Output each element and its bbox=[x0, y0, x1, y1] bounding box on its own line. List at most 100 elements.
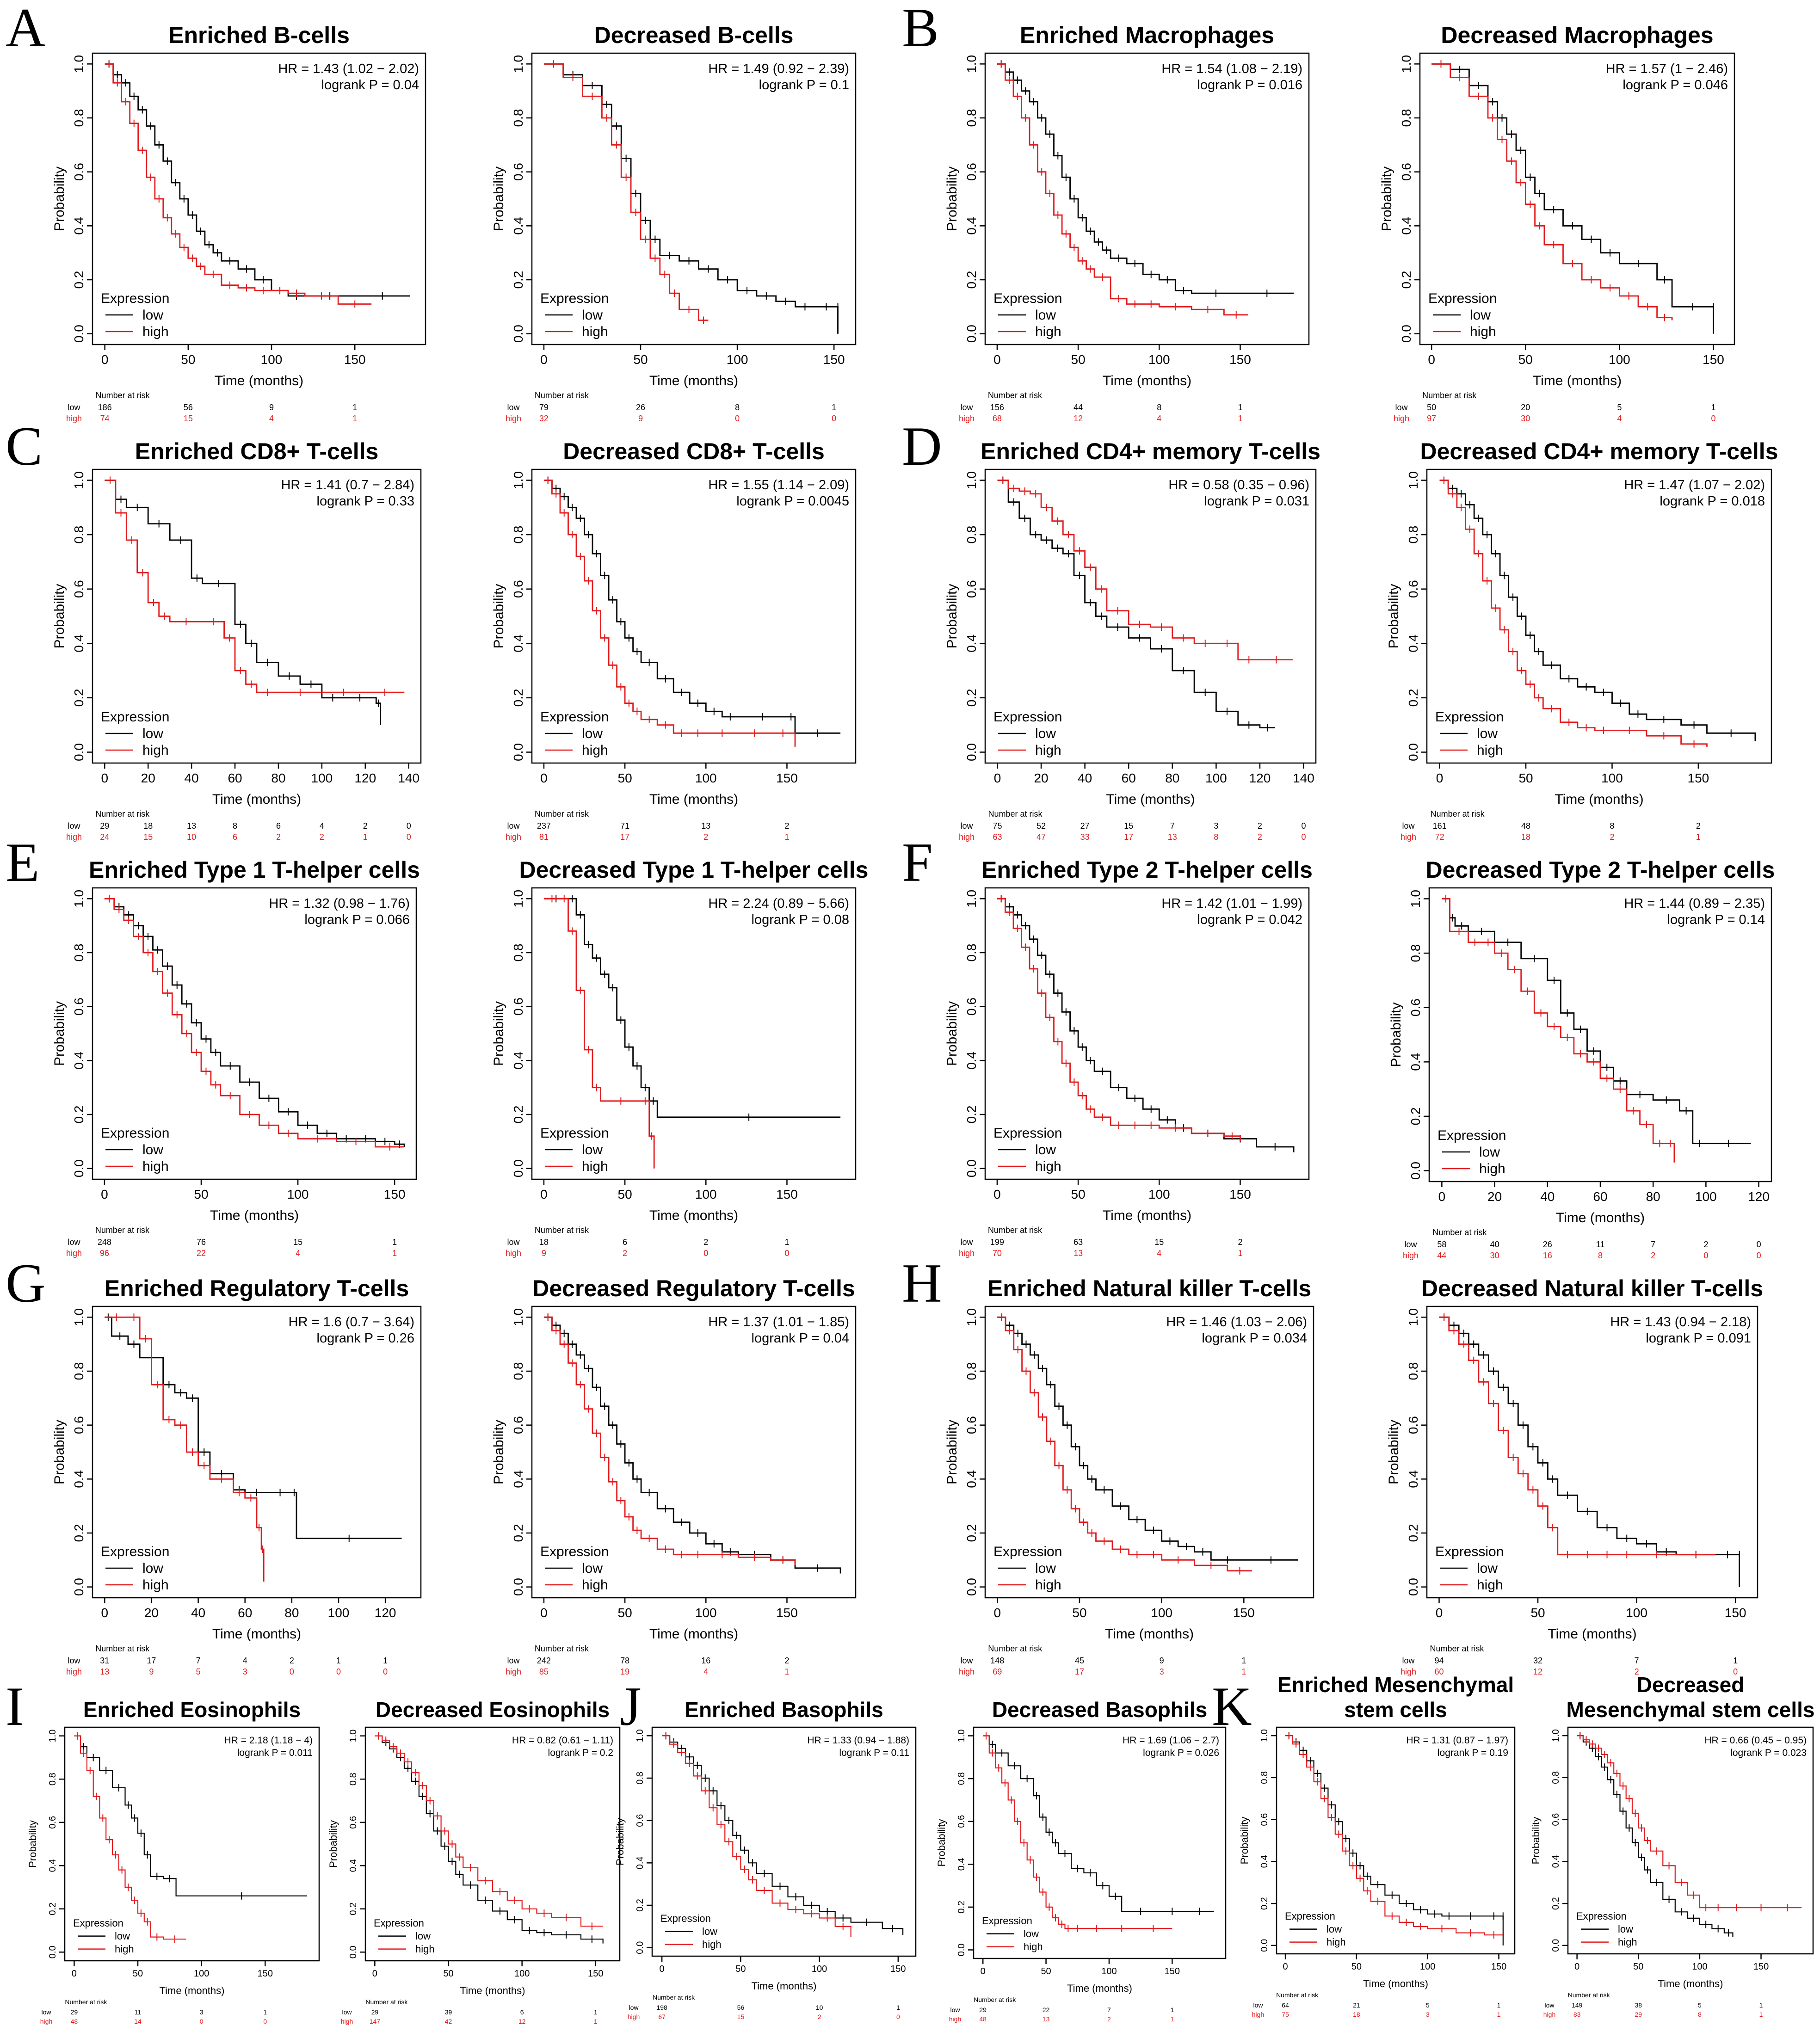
risk-value-high: 29 bbox=[1635, 2011, 1642, 2018]
panel-title: Decreased Regulatory T-cells bbox=[532, 1275, 855, 1301]
risk-row-label-high: high bbox=[1400, 1667, 1416, 1676]
panel-title: Enriched Eosinophils bbox=[83, 1698, 301, 1722]
risk-value-high: 30 bbox=[1521, 414, 1530, 423]
risk-value-high: 1 bbox=[1170, 2015, 1174, 2023]
km-panel-i1: Enriched Eosinophils 0.0 0.2 0.4 0.6 0.8 1.0 Pr… bbox=[27, 1698, 320, 2025]
x-tick-label: 0 bbox=[1438, 1189, 1446, 1204]
risk-value-low: 29 bbox=[100, 821, 109, 831]
x-axis-label: Time (months) bbox=[649, 373, 738, 388]
x-axis-label: Time (months) bbox=[1556, 1210, 1645, 1225]
legend-label-low: low bbox=[1326, 1923, 1342, 1935]
x-tick-label: 120 bbox=[354, 771, 376, 785]
hazard-ratio: HR = 1.47 (1.07 − 2.02) bbox=[1624, 478, 1765, 493]
x-tick-label: 0 bbox=[540, 771, 548, 785]
risk-table-title: Number at risk bbox=[988, 391, 1043, 400]
risk-table-title: Number at risk bbox=[535, 1225, 589, 1235]
km-panel-d2: Decreased CD4+ memory T-cells 0.0 0.2 0.4 0.… bbox=[1386, 438, 1778, 842]
logrank-p: logrank P = 0.018 bbox=[1660, 494, 1765, 509]
x-axis-label: Time (months) bbox=[1106, 792, 1195, 807]
risk-value-low: 56 bbox=[737, 2004, 745, 2011]
y-tick-label: 0.2 bbox=[511, 689, 525, 707]
y-tick-label: 1.0 bbox=[964, 1308, 979, 1326]
y-tick-label: 0.6 bbox=[964, 1416, 979, 1434]
risk-table-title: Number at risk bbox=[1422, 391, 1477, 400]
plot-frame bbox=[92, 1305, 422, 1599]
legend-title: Expression bbox=[1428, 291, 1497, 306]
risk-value-low: 3 bbox=[200, 2008, 204, 2016]
risk-value-high: 2 bbox=[703, 832, 708, 842]
y-tick-label: 0.4 bbox=[1408, 1053, 1423, 1071]
risk-row-label-low: low bbox=[1544, 2001, 1555, 2009]
y-tick-label: 0.0 bbox=[348, 1946, 358, 1958]
risk-value-high: 9 bbox=[542, 1249, 546, 1258]
y-tick-label: 0.6 bbox=[511, 163, 525, 181]
risk-value-low: 7 bbox=[1170, 821, 1175, 831]
x-tick-label: 100 bbox=[311, 771, 333, 785]
panel-title: Enriched CD8+ T-cells bbox=[135, 438, 379, 464]
legend-label-low: low bbox=[582, 308, 603, 323]
panel-letter-a: A bbox=[6, 0, 46, 58]
risk-value-low: 20 bbox=[1521, 403, 1530, 412]
hazard-ratio: HR = 0.82 (0.61 − 1.11) bbox=[512, 1735, 613, 1746]
y-tick-label: 1.0 bbox=[348, 1730, 358, 1742]
y-tick-label: 0.4 bbox=[1406, 634, 1420, 653]
risk-value-low: 58 bbox=[1437, 1240, 1446, 1249]
y-tick-label: 0.8 bbox=[72, 109, 86, 127]
risk-value-high: 2 bbox=[1107, 2015, 1111, 2023]
risk-row-label-low: low bbox=[1402, 1656, 1415, 1665]
risk-table-title: Number at risk bbox=[65, 1998, 107, 2006]
hazard-ratio: HR = 2.18 (1.18 − 4) bbox=[224, 1735, 313, 1746]
hazard-ratio: HR = 1.49 (0.92 − 2.39) bbox=[708, 62, 849, 76]
risk-value-high: 85 bbox=[539, 1667, 549, 1676]
risk-value-low: 32 bbox=[1533, 1656, 1542, 1665]
risk-value-low: 44 bbox=[1073, 403, 1083, 412]
survival-curve-low bbox=[662, 1735, 904, 1935]
risk-value-low: 161 bbox=[1433, 821, 1447, 831]
legend-title: Expression bbox=[1285, 1910, 1335, 1922]
x-tick-label: 20 bbox=[141, 771, 155, 785]
x-tick-label: 150 bbox=[1229, 352, 1251, 367]
y-tick-label: 0.6 bbox=[964, 580, 979, 598]
logrank-p: logrank P = 0.046 bbox=[1623, 78, 1728, 92]
hazard-ratio: HR = 0.58 (0.35 − 0.96) bbox=[1168, 478, 1309, 493]
survival-curve-high bbox=[543, 1316, 796, 1565]
x-tick-label: 100 bbox=[261, 352, 283, 367]
legend-title: Expression bbox=[101, 1126, 169, 1141]
risk-row-label-high: high bbox=[1252, 2011, 1264, 2018]
risk-value-high: 4 bbox=[269, 414, 274, 423]
x-axis-label: Time (months) bbox=[1658, 1978, 1723, 1989]
survival-curve-low bbox=[543, 1316, 841, 1574]
y-tick-label: 0.6 bbox=[511, 1416, 525, 1434]
risk-row-label-high: high bbox=[40, 2018, 52, 2025]
risk-value-low: 198 bbox=[656, 2004, 667, 2011]
risk-value-low: 5 bbox=[1698, 2001, 1702, 2009]
risk-table-title: Number at risk bbox=[535, 391, 589, 400]
risk-value-low: 2 bbox=[784, 821, 789, 831]
y-tick-label: 0.6 bbox=[1408, 998, 1423, 1016]
y-tick-label: 0.2 bbox=[964, 271, 979, 289]
risk-value-low: 1 bbox=[832, 403, 836, 412]
legend-label-high: high bbox=[1326, 1936, 1346, 1948]
logrank-p: logrank P = 0.04 bbox=[321, 78, 419, 92]
risk-value-high: 24 bbox=[100, 832, 109, 842]
panel-title: Decreased Natural killer T-cells bbox=[1421, 1275, 1763, 1301]
logrank-p: logrank P = 0.08 bbox=[752, 912, 849, 927]
risk-row-label-high: high bbox=[1543, 2011, 1555, 2018]
x-axis-label: Time (months) bbox=[1555, 792, 1643, 807]
risk-table-title: Number at risk bbox=[988, 809, 1043, 819]
risk-value-high: 47 bbox=[1036, 832, 1046, 842]
risk-value-high: 17 bbox=[1075, 1667, 1084, 1676]
y-tick-label: 0.0 bbox=[48, 1946, 58, 1958]
y-tick-label: 0.0 bbox=[511, 1578, 525, 1596]
y-tick-label: 0.2 bbox=[635, 1899, 645, 1912]
x-tick-label: 50 bbox=[133, 1969, 143, 1979]
risk-value-high: 2 bbox=[1651, 1251, 1655, 1260]
x-tick-label: 50 bbox=[618, 1606, 632, 1620]
x-tick-label: 150 bbox=[1725, 1606, 1746, 1620]
logrank-p: logrank P = 0.016 bbox=[1197, 78, 1302, 92]
x-tick-label: 100 bbox=[287, 1187, 309, 1201]
legend-title: Expression bbox=[982, 1915, 1032, 1927]
y-tick-label: 0.0 bbox=[1259, 1939, 1270, 1952]
x-tick-label: 100 bbox=[1692, 1962, 1707, 1972]
y-tick-label: 0.6 bbox=[1406, 1416, 1420, 1434]
